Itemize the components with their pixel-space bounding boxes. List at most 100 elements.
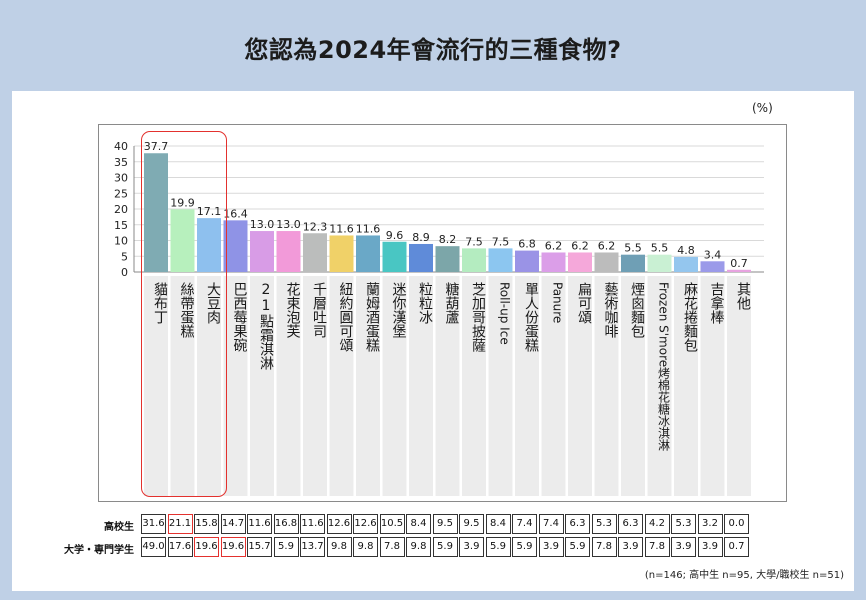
label-band [621, 276, 645, 496]
bar-value-label: 8.2 [439, 233, 457, 246]
label-band [223, 276, 248, 496]
table-cell: 19.6 [194, 537, 219, 557]
table-cell: 7.8 [379, 537, 405, 557]
label-band [329, 276, 354, 496]
label-band [488, 276, 513, 496]
category-label: Panure [550, 282, 565, 324]
bar [462, 248, 486, 272]
table-cell: 4.2 [644, 514, 670, 534]
table-cell: 13.7 [300, 537, 325, 557]
label-band [356, 276, 380, 496]
table-cell: 5.9 [512, 537, 537, 557]
highlight-box [141, 131, 227, 497]
bar [303, 233, 327, 272]
category-label: 麻花捲麵包 [682, 282, 698, 352]
bar [170, 209, 195, 272]
bar [356, 235, 380, 272]
table-row-label: 高校生 [104, 522, 134, 533]
table-cell: 7.4 [512, 514, 537, 534]
bar-value-label: 13.0 [276, 218, 301, 231]
category-label: 蘭姆酒蛋糕 [364, 282, 380, 352]
label-band [250, 276, 274, 496]
bar [700, 261, 725, 272]
bar [727, 269, 751, 272]
label-band [276, 276, 301, 496]
bar [515, 250, 539, 272]
table-cell: 3.2 [697, 514, 723, 534]
y-tick-label: 20 [114, 203, 128, 216]
unit-label: (%) [752, 101, 773, 115]
category-label: 大豆肉 [205, 282, 221, 324]
label-band [541, 276, 566, 496]
bar-value-label: 4.8 [677, 244, 695, 257]
category-label: 千層吐司 [311, 282, 327, 338]
label-band [568, 276, 592, 496]
bar [541, 252, 566, 272]
table-cell: 7.4 [538, 514, 564, 534]
table-cell: 5.9 [485, 537, 511, 557]
table-cell: 49.0 [141, 537, 166, 557]
bar-value-label: 8.9 [412, 231, 430, 244]
bar [250, 231, 274, 272]
table-cell: 5.3 [671, 514, 696, 534]
y-tick-label: 30 [114, 172, 128, 185]
table-row-label: 大学・専門学生 [64, 545, 134, 556]
category-label: 吉拿棒 [708, 282, 725, 324]
label-band [170, 276, 195, 496]
y-tick-label: 0 [121, 266, 128, 279]
table-cell: 11.6 [247, 514, 272, 534]
category-label: 扁可頌 [576, 282, 592, 324]
bar [594, 252, 619, 272]
bar-value-label: 6.8 [518, 238, 536, 251]
bar [409, 243, 433, 272]
sample-size-note: (n=146; 高中生 n=95, 大學/職校生 n=51) [644, 570, 844, 581]
table-cell: 21.1 [167, 514, 193, 534]
table-cell: 12.6 [326, 514, 352, 534]
bar-value-label: 5.5 [624, 242, 642, 255]
bar [197, 218, 221, 272]
table-cell: 5.9 [565, 537, 590, 557]
category-label: 迷你漢堡 [390, 282, 407, 338]
bar [382, 241, 407, 272]
bar [435, 246, 460, 272]
table-cell: 3.9 [618, 537, 643, 557]
bar-value-label: 12.3 [303, 220, 328, 233]
plot-frame [98, 124, 787, 502]
label-band [409, 276, 433, 496]
label-band [515, 276, 539, 496]
bar-value-label: 3.4 [704, 248, 722, 261]
bar-value-label: 11.6 [356, 222, 381, 235]
table-cell: 3.9 [459, 537, 484, 557]
bar [223, 220, 248, 272]
bar-value-label: 6.2 [598, 239, 616, 252]
y-tick-label: 10 [114, 235, 128, 248]
category-label: 貓布丁 [152, 282, 168, 324]
bar-value-label: 19.9 [170, 196, 195, 209]
table-cell: 5.3 [591, 514, 617, 534]
category-label: 花束泡芙 [284, 282, 301, 338]
table-cell: 7.8 [644, 537, 670, 557]
table-cell: 8.4 [485, 514, 511, 534]
table-cell: 8.4 [406, 514, 431, 534]
table-cell: 12.6 [353, 514, 378, 534]
category-label: 藝術咖啡 [602, 282, 619, 338]
table-cell: 14.7 [220, 514, 246, 534]
label-band [382, 276, 407, 496]
table-cell: 3.9 [697, 537, 723, 557]
bar [488, 248, 513, 272]
bar-value-label: 37.7 [144, 140, 169, 153]
bar-value-label: 0.7 [730, 257, 748, 270]
table-cell: 7.8 [591, 537, 617, 557]
table-cell: 5.9 [273, 537, 299, 557]
bar-value-label: 6.2 [571, 239, 589, 252]
y-tick-label: 40 [114, 140, 128, 153]
y-tick-label: 15 [114, 219, 128, 232]
category-label: 粒粒冰 [417, 282, 433, 324]
bar-value-label: 17.1 [197, 205, 222, 218]
table-cell: 6.3 [565, 514, 590, 534]
bar-value-label: 16.4 [223, 207, 248, 220]
label-band [303, 276, 327, 496]
y-tick-label: 5 [121, 250, 128, 263]
table-cell: 16.8 [273, 514, 299, 534]
